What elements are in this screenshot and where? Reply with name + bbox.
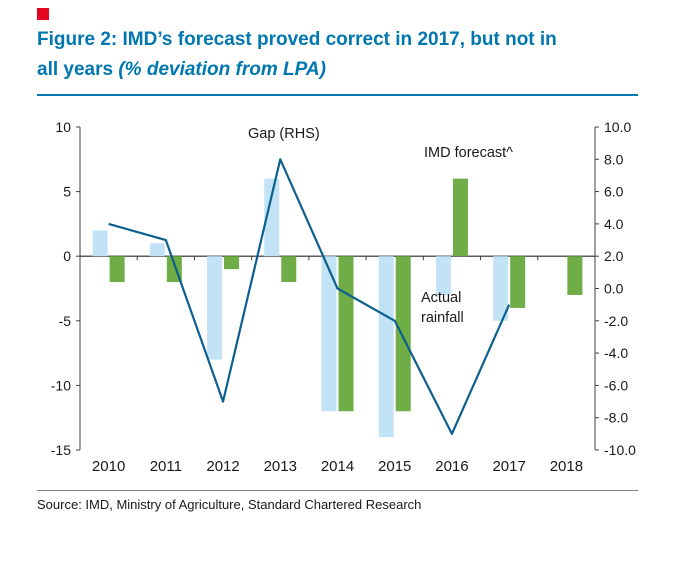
- right-axis-tick-label: 4.0: [604, 216, 624, 232]
- title-divider: [37, 94, 638, 96]
- right-axis-tick-label: -2.0: [604, 313, 628, 329]
- right-axis-tick-label: 2.0: [604, 248, 624, 264]
- figure-subtitle: (% deviation from LPA): [118, 59, 326, 80]
- x-axis-label: 2014: [321, 458, 354, 475]
- axes: 10 5 0 -5 -10 -15 10.0 8.0 6.0 4.0 2.0 0.0 -2.0 -4.0 -…: [51, 119, 636, 475]
- bar-imd-forecast-2012: [224, 256, 240, 270]
- right-axis-tick-label: 8.0: [604, 151, 624, 167]
- right-axis-tick-label: -8.0: [604, 410, 628, 426]
- annotation-rainfall: rainfall: [421, 310, 464, 326]
- bar-actual-rainfall-2010: [92, 230, 108, 257]
- bar-imd-forecast-2018: [567, 256, 583, 295]
- bar-actual-rainfall-2014: [321, 256, 337, 412]
- bar-actual-rainfall-2011: [149, 243, 165, 257]
- bar-actual-rainfall-2013: [264, 178, 280, 257]
- right-axis-tick-label: -6.0: [604, 377, 628, 393]
- annotation-actual: Actual: [421, 290, 461, 306]
- bar-actual-rainfall-2017: [493, 256, 509, 321]
- annotations: Gap (RHS) IMD forecast^ Actual rainfall: [248, 126, 513, 326]
- left-axis-tick-label: -5: [59, 313, 72, 329]
- x-axis-label: 2012: [206, 458, 239, 475]
- bar-imd-forecast-2013: [281, 256, 297, 283]
- bars-imd-forecast: [109, 178, 583, 412]
- left-axis-tick-label: -10: [51, 377, 71, 393]
- figure-title-text: Figure 2: IMD’s forecast proved correct …: [37, 29, 557, 50]
- annotation-gap-rhs: Gap (RHS): [248, 126, 320, 142]
- source-divider: [37, 490, 638, 491]
- right-axis-tick-label: -4.0: [604, 345, 628, 361]
- left-axis-tick-label: 5: [63, 184, 71, 200]
- figure-title-line2: all years (% deviation from LPA): [37, 55, 557, 85]
- bars-actual-rainfall: [92, 178, 509, 438]
- bar-imd-forecast-2015: [395, 256, 411, 412]
- annotation-imd-forecast: IMD forecast^: [424, 145, 513, 161]
- figure-title-line1: Figure 2: IMD’s forecast proved correct …: [37, 25, 557, 55]
- right-axis-tick-label: -10.0: [604, 442, 636, 458]
- source-note: Source: IMD, Ministry of Agriculture, St…: [37, 497, 422, 512]
- x-axis-label: 2010: [92, 458, 125, 475]
- right-axis-tick-label: 6.0: [604, 184, 624, 200]
- figure-title-text2: all years: [37, 59, 119, 80]
- right-axis-tick-label: 10.0: [604, 119, 631, 135]
- x-axis-label: 2015: [378, 458, 411, 475]
- left-axis-tick-label: 0: [63, 248, 71, 264]
- bar-imd-forecast-2010: [109, 256, 125, 283]
- bar-actual-rainfall-2015: [378, 256, 394, 438]
- bar-actual-rainfall-2016: [435, 256, 451, 295]
- rainfall-deviation-chart: 10 5 0 -5 -10 -15 10.0 8.0 6.0 4.0 2.0 0.0 -2.0 -4.0 -…: [51, 119, 636, 475]
- x-axis-label: 2018: [550, 458, 583, 475]
- x-axis-label: 2016: [435, 458, 468, 475]
- figure-title: Figure 2: IMD’s forecast proved correct …: [37, 25, 557, 85]
- bar-actual-rainfall-2012: [207, 256, 223, 360]
- right-axis-tick-label: 0.0: [604, 281, 624, 297]
- line-gap-rhs: [108, 158, 511, 435]
- left-axis-tick-label: -15: [51, 442, 71, 458]
- left-axis-tick-label: 10: [55, 119, 71, 135]
- bar-imd-forecast-2016: [452, 178, 468, 257]
- x-axis-label: 2011: [150, 458, 182, 475]
- bar-imd-forecast-2017: [510, 256, 526, 308]
- bar-imd-forecast-2014: [338, 256, 354, 412]
- brand-red-square: [37, 8, 49, 20]
- x-axis-label: 2013: [264, 458, 297, 475]
- x-axis-label: 2017: [492, 458, 525, 475]
